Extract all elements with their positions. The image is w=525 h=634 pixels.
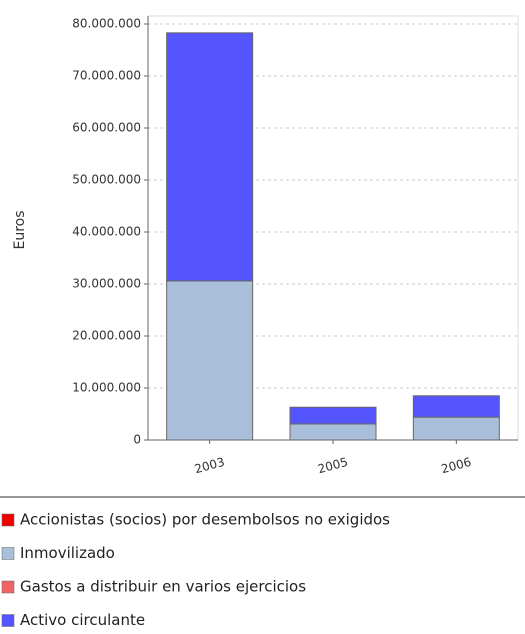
legend-swatch <box>1 547 15 560</box>
y-axis-label: Euros <box>12 210 28 249</box>
y-tick-label: 30.000.000 <box>72 277 141 291</box>
bar-segment <box>166 280 254 441</box>
y-tick-label: 10.000.000 <box>72 381 141 395</box>
legend-label: Inmovilizado <box>20 544 115 562</box>
legend-label: Activo circulante <box>20 611 145 629</box>
legend-label: Gastos a distribuir en varios ejercicios <box>20 578 306 596</box>
y-tick-label: 20.000.000 <box>72 329 141 343</box>
y-tick-label: 60.000.000 <box>72 121 141 135</box>
bar-segment <box>412 395 500 418</box>
bar-segment <box>412 416 500 441</box>
y-tick-label: 80.000.000 <box>72 17 141 31</box>
legend: Accionistas (socios) por desembolsos no … <box>1 511 390 629</box>
legend-swatch <box>1 513 15 527</box>
legend-label: Accionistas (socios) por desembolsos no … <box>20 511 390 529</box>
y-tick-label: 40.000.000 <box>72 225 141 239</box>
x-tick-label: 2005 <box>316 455 349 476</box>
bar-segment <box>166 32 254 282</box>
bar-segment <box>289 406 377 425</box>
x-tick-label: 2006 <box>440 455 473 476</box>
y-tick-label: 70.000.000 <box>72 69 141 83</box>
legend-swatch <box>1 580 15 594</box>
y-tick-label: 50.000.000 <box>72 173 141 187</box>
y-tick-label: 0 <box>133 433 141 447</box>
legend-swatch <box>1 614 15 627</box>
bar-segment <box>289 423 377 441</box>
x-tick-label: 2003 <box>193 455 226 476</box>
